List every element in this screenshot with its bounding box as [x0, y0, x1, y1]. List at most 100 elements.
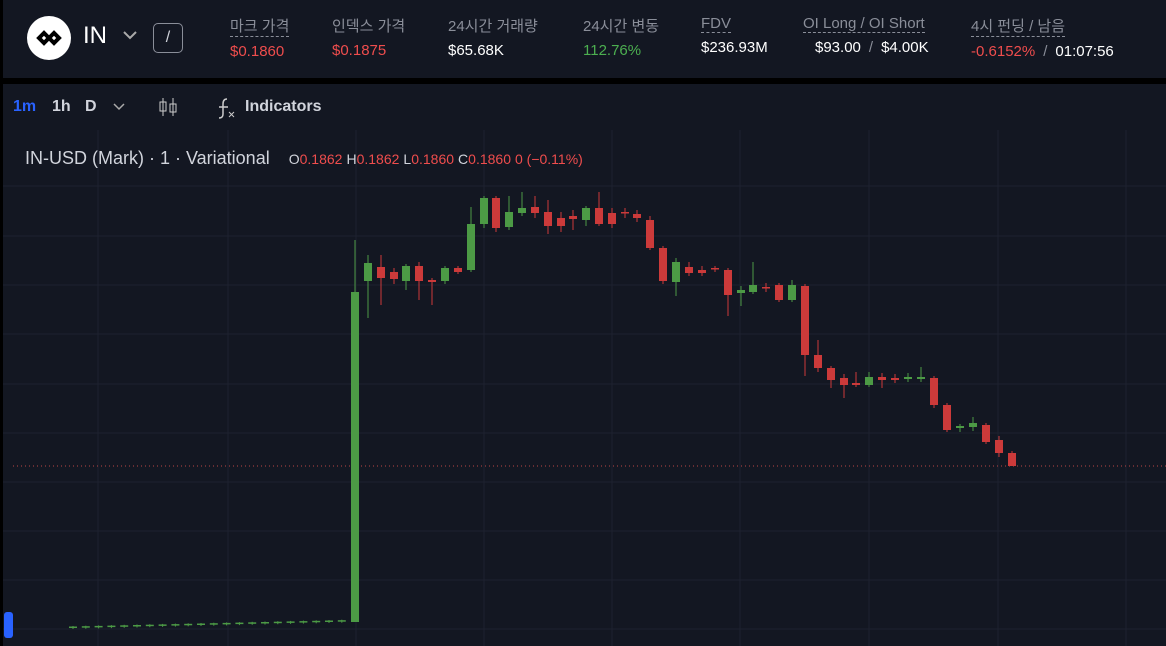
stat: 4시 펀딩 / 남음 -0.6152% / 01:07:56 — [971, 15, 1114, 60]
candle-body — [107, 625, 116, 628]
candle-body — [364, 263, 372, 281]
candle-body — [184, 623, 193, 626]
candle-body — [749, 285, 757, 292]
candle-body — [286, 621, 295, 623]
candle-body — [827, 368, 835, 380]
ohlc-value: 0.1862 — [356, 151, 400, 167]
candle-body — [402, 266, 410, 281]
candle-body — [222, 622, 231, 625]
legend: IN-USD (Mark) · 1 · Variational O0.1862 H… — [25, 148, 583, 169]
candle-body — [273, 621, 282, 624]
separator: / — [1043, 43, 1048, 60]
stat: FDV $236.93M — [701, 15, 768, 56]
candle-body — [814, 355, 822, 368]
chart-panel: 1m 1h D Indicators IN-USD (Mark) · 1 · V… — [3, 84, 1166, 646]
candle-body — [865, 377, 873, 385]
stat-value: $4.00K — [881, 39, 929, 56]
candle-body — [81, 626, 90, 628]
indicators[interactable]: Indicators — [245, 98, 322, 115]
candle-body — [428, 280, 436, 282]
candle-body — [621, 212, 629, 214]
candle-body — [544, 212, 552, 226]
stat: 마크 가격 $0.1860 — [230, 15, 290, 60]
candle-body — [261, 622, 269, 624]
interval[interactable]: 1h — [52, 98, 71, 115]
candle-body — [698, 270, 706, 273]
candle-body — [711, 268, 719, 270]
stat-label: 4시 펀딩 / 남음 — [971, 15, 1066, 37]
candle-body — [390, 272, 398, 279]
candle-body — [724, 270, 732, 295]
candle-body — [171, 624, 180, 626]
separator: / — [868, 39, 874, 56]
stat-value: 01:07:56 — [1055, 43, 1114, 60]
candle-body — [235, 622, 244, 625]
stat-label: 24시간 거래량 — [448, 18, 538, 35]
candle-body — [197, 623, 205, 625]
interval[interactable]: 1m — [13, 98, 37, 115]
candle-body — [917, 377, 925, 379]
ohlc-value: 0.1860 — [411, 151, 455, 167]
candle-body — [299, 621, 308, 623]
candle-body — [209, 623, 218, 625]
symbol-dropdown[interactable] — [121, 26, 139, 44]
change: 0 (−0.11%) — [514, 151, 583, 167]
candle-body — [659, 248, 667, 281]
candle-body — [248, 622, 257, 624]
chart-type-icon[interactable] — [157, 96, 179, 118]
candle-body — [569, 216, 577, 219]
stat: 24시간 거래량 $65.68K — [448, 15, 538, 59]
stat: 24시간 변동 112.76% — [583, 15, 659, 59]
candle-body — [325, 620, 333, 622]
candle-body — [582, 208, 590, 220]
logo — [27, 16, 71, 60]
candle-body — [531, 207, 539, 213]
symbol[interactable]: IN — [83, 22, 107, 49]
candle-body — [878, 377, 886, 380]
candle-body — [415, 266, 423, 281]
interval-dropdown[interactable] — [113, 102, 125, 112]
toolbar: 1m 1h D Indicators — [3, 84, 1166, 130]
header: IN / 마크 가격 $0.1860 인덱스 가격 $0.1875 24시간 거래량 $6… — [3, 0, 1166, 78]
candle-body — [775, 285, 783, 300]
stat-value: $0.1875 — [332, 42, 387, 59]
indicators-icon[interactable] — [215, 96, 237, 120]
candle-body — [943, 405, 951, 430]
candle-body — [956, 426, 964, 428]
ohlc-key: C — [458, 151, 469, 167]
stat-label: 24시간 변동 — [583, 18, 660, 35]
stat: OI Long / OI Short $93.00 / $4.00K — [803, 15, 929, 56]
candle-body — [995, 440, 1003, 453]
legend-title: IN-USD (Mark) · 1 · Variational — [25, 148, 270, 168]
stat-label: FDV — [701, 15, 731, 33]
candle-body — [158, 624, 167, 626]
stat-value: $65.68K — [448, 42, 504, 59]
candle-body — [505, 212, 513, 227]
candle-body — [94, 625, 103, 628]
candle-body — [969, 423, 977, 427]
candle-body — [441, 268, 449, 281]
stat-value: -0.6152% — [971, 43, 1036, 60]
candle-body — [982, 425, 990, 442]
candle-body — [891, 378, 899, 380]
candle-body — [595, 208, 603, 224]
candle-body — [801, 286, 809, 355]
pair-button[interactable]: / — [153, 23, 183, 53]
candle-body — [1008, 453, 1016, 466]
stat-value: $0.1860 — [230, 43, 285, 60]
logo-icon — [36, 30, 62, 46]
stat-value: $236.93M — [701, 39, 768, 56]
candle-body — [685, 267, 693, 273]
ohlc-value: 0.1862 — [299, 151, 343, 167]
ohlc-value: 0.1860 — [468, 151, 511, 167]
candle-body — [840, 378, 848, 385]
candle-body — [788, 285, 796, 300]
candle-body — [633, 214, 641, 218]
candle-body — [737, 290, 745, 293]
interval[interactable]: D — [85, 98, 97, 115]
candle-body — [69, 626, 77, 628]
candle-body — [904, 377, 912, 379]
candle-body — [467, 224, 475, 270]
stat-label: 마크 가격 — [230, 15, 290, 37]
